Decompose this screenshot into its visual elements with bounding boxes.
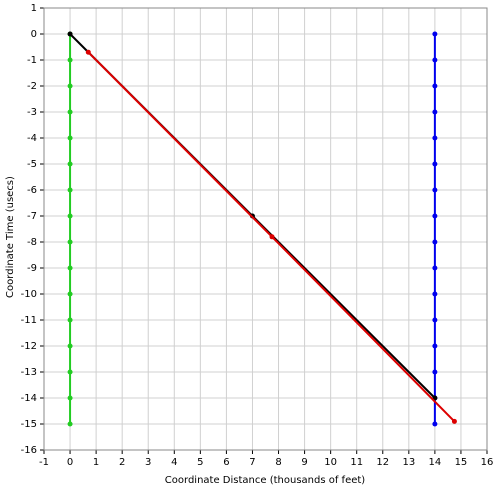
data-point bbox=[432, 31, 438, 37]
x-tick-label: 3 bbox=[145, 457, 151, 468]
data-point bbox=[432, 161, 438, 167]
x-tick-label: 1 bbox=[93, 457, 99, 468]
y-tick-label: -5 bbox=[27, 159, 37, 170]
data-point bbox=[432, 135, 438, 141]
y-tick-label: -10 bbox=[21, 289, 37, 300]
data-point bbox=[432, 317, 438, 323]
data-point bbox=[67, 109, 73, 115]
x-axis-label: Coordinate Distance (thousands of feet) bbox=[165, 475, 365, 486]
y-tick-label: -16 bbox=[21, 445, 37, 456]
y-axis-label: Coordinate Time (usecs) bbox=[5, 176, 16, 298]
y-tick-label: -4 bbox=[27, 133, 37, 144]
x-tick-label: 5 bbox=[197, 457, 203, 468]
x-tick-label: 14 bbox=[429, 457, 442, 468]
data-point bbox=[432, 109, 438, 115]
data-point bbox=[67, 395, 73, 401]
data-point bbox=[67, 213, 73, 219]
y-tick-label: 1 bbox=[31, 3, 37, 14]
y-tick-label: 0 bbox=[31, 29, 37, 40]
y-tick-label: -12 bbox=[21, 341, 37, 352]
data-point bbox=[67, 291, 73, 297]
x-tick-label: 6 bbox=[223, 457, 229, 468]
data-point bbox=[67, 369, 73, 375]
data-point bbox=[432, 83, 438, 89]
data-point bbox=[432, 213, 438, 219]
x-tick-label: 7 bbox=[249, 457, 255, 468]
y-tick-label: -9 bbox=[27, 263, 37, 274]
plot-border bbox=[43, 7, 488, 451]
x-tick-label: 10 bbox=[324, 457, 337, 468]
data-point bbox=[432, 187, 438, 193]
y-tick-label: -14 bbox=[21, 393, 37, 404]
x-tick-label: 0 bbox=[67, 457, 73, 468]
data-point bbox=[67, 31, 73, 37]
y-tick-label: -7 bbox=[27, 211, 37, 222]
x-tick-label: 8 bbox=[275, 457, 281, 468]
data-point bbox=[432, 421, 438, 427]
data-point bbox=[451, 418, 457, 424]
y-tick-label: -8 bbox=[27, 237, 37, 248]
y-tick-label: -3 bbox=[27, 107, 37, 118]
y-tick-label: -15 bbox=[21, 419, 37, 430]
y-tick-label: -1 bbox=[27, 55, 37, 66]
y-tick-label: -11 bbox=[21, 315, 37, 326]
data-point bbox=[85, 49, 91, 55]
x-tick-label: 15 bbox=[455, 457, 468, 468]
x-tick-label: 4 bbox=[171, 457, 177, 468]
data-point bbox=[67, 135, 73, 141]
data-point bbox=[67, 421, 73, 427]
data-point bbox=[269, 234, 275, 240]
data-point bbox=[67, 83, 73, 89]
x-tick-label: 2 bbox=[119, 457, 125, 468]
x-tick-label: 13 bbox=[402, 457, 415, 468]
x-tick-label: -1 bbox=[39, 457, 49, 468]
data-point bbox=[432, 291, 438, 297]
data-point bbox=[432, 239, 438, 245]
data-point bbox=[432, 343, 438, 349]
data-point bbox=[67, 161, 73, 167]
data-point bbox=[432, 57, 438, 63]
data-point bbox=[432, 265, 438, 271]
x-tick-label: 12 bbox=[376, 457, 389, 468]
x-tick-label: 9 bbox=[301, 457, 307, 468]
data-point bbox=[67, 343, 73, 349]
y-tick-label: -2 bbox=[27, 81, 37, 92]
data-point bbox=[67, 317, 73, 323]
data-point bbox=[67, 239, 73, 245]
data-point bbox=[432, 369, 438, 375]
data-point bbox=[67, 187, 73, 193]
y-tick-label: -13 bbox=[21, 367, 37, 378]
data-point bbox=[67, 265, 73, 271]
x-tick-label: 11 bbox=[350, 457, 363, 468]
y-tick-label: -6 bbox=[27, 185, 37, 196]
x-tick-label: 16 bbox=[481, 457, 494, 468]
data-point bbox=[67, 57, 73, 63]
